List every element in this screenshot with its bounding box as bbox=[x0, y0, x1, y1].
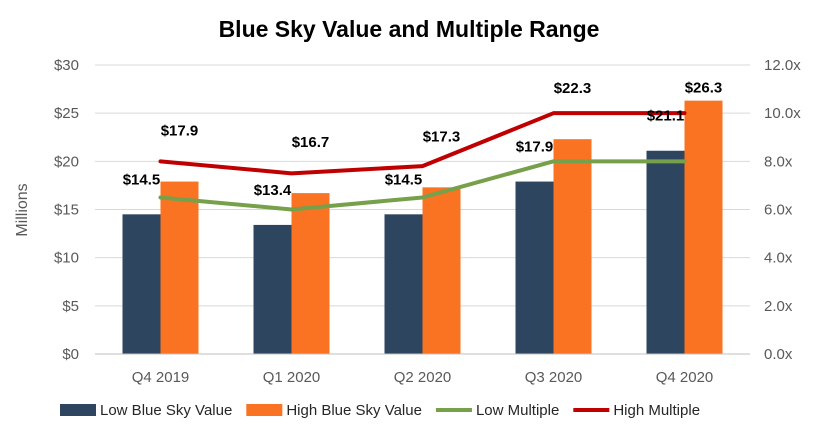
data-label: $16.7 bbox=[292, 134, 330, 151]
x-tick-label: Q2 2020 bbox=[394, 369, 452, 386]
y2-tick-label: 8.0x bbox=[764, 153, 793, 170]
y-tick-label: $0 bbox=[62, 346, 79, 363]
data-label: $13.4 bbox=[254, 182, 292, 199]
bar bbox=[384, 214, 423, 354]
data-label: $14.5 bbox=[123, 171, 161, 188]
series-line bbox=[158, 111, 687, 176]
bar bbox=[422, 187, 461, 354]
data-label: $17.3 bbox=[423, 128, 461, 145]
legend-swatch bbox=[60, 404, 96, 416]
bars bbox=[122, 100, 723, 354]
data-label: $14.5 bbox=[385, 171, 423, 188]
x-tick-label: Q4 2020 bbox=[656, 369, 714, 386]
data-label: $21.1 bbox=[647, 108, 685, 125]
data-label: $22.3 bbox=[554, 80, 592, 97]
data-label: $17.9 bbox=[516, 139, 554, 156]
y2-tick-label: 4.0x bbox=[764, 250, 793, 267]
y-tick-label: $25 bbox=[54, 105, 79, 122]
y2-tick-label: 0.0x bbox=[764, 346, 793, 363]
y-tick-label: $15 bbox=[54, 202, 79, 219]
y2-tick-label: 2.0x bbox=[764, 298, 793, 315]
bar bbox=[553, 139, 592, 354]
data-label: $26.3 bbox=[685, 80, 723, 97]
series-line bbox=[158, 159, 687, 212]
legend-swatch bbox=[246, 404, 283, 416]
data-label: $17.9 bbox=[161, 123, 199, 140]
chart-title: Blue Sky Value and Multiple Range bbox=[219, 16, 600, 42]
legend-label: Low Blue Sky Value bbox=[100, 402, 232, 419]
y2-tick-label: 12.0x bbox=[764, 57, 801, 74]
legend-label: Low Multiple bbox=[476, 402, 559, 419]
bar bbox=[646, 150, 685, 354]
x-tick-label: Q4 2019 bbox=[132, 369, 190, 386]
bar bbox=[291, 193, 330, 354]
legend-label: High Multiple bbox=[613, 402, 700, 419]
bar bbox=[684, 100, 723, 354]
y-tick-label: $30 bbox=[54, 57, 79, 74]
y-tick-label: $20 bbox=[54, 153, 79, 170]
legend: Low Blue Sky Value High Blue Sky Value Low… bbox=[60, 402, 700, 419]
bar bbox=[515, 181, 554, 354]
bar bbox=[160, 181, 199, 354]
x-tick-label: Q1 2020 bbox=[263, 369, 321, 386]
legend-label: High Blue Sky Value bbox=[286, 402, 422, 419]
axes: $0 $5 $10 $15 $20 $25 $30 0.0x 2.0x 4.0x 6.0x 8.0x 1… bbox=[54, 57, 801, 386]
y-axis-label: Millions bbox=[14, 183, 31, 236]
x-tick-label: Q3 2020 bbox=[525, 369, 583, 386]
bar bbox=[253, 224, 292, 354]
y2-tick-label: 10.0x bbox=[764, 105, 801, 122]
y2-tick-label: 6.0x bbox=[764, 202, 793, 219]
data-labels: $14.5 $13.4 $14.5 $17.9 $21.1 $17.9 $16.7 $17.3… bbox=[123, 80, 723, 199]
y-tick-label: $5 bbox=[62, 298, 79, 315]
lines bbox=[158, 111, 687, 212]
bar bbox=[122, 214, 161, 354]
y-tick-label: $10 bbox=[54, 250, 79, 267]
